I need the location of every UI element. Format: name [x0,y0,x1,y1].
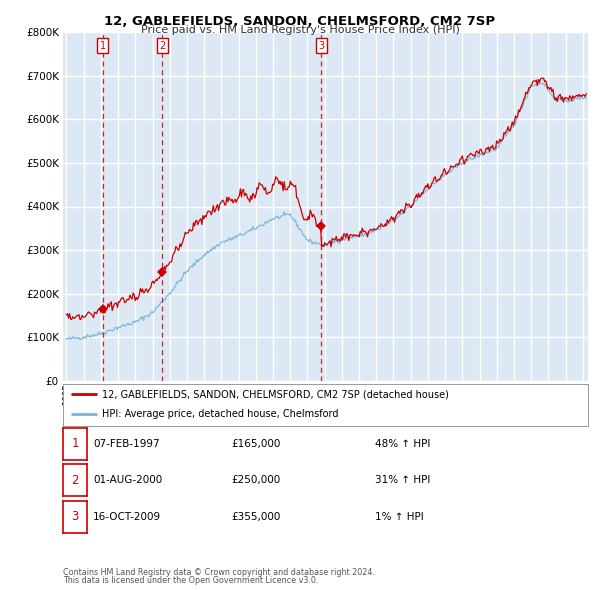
Text: 01-AUG-2000: 01-AUG-2000 [93,476,162,485]
Text: 3: 3 [71,510,79,523]
Text: 31% ↑ HPI: 31% ↑ HPI [375,476,430,485]
Text: £165,000: £165,000 [231,439,280,448]
Text: £355,000: £355,000 [231,512,280,522]
Text: 48% ↑ HPI: 48% ↑ HPI [375,439,430,448]
Text: 12, GABLEFIELDS, SANDON, CHELMSFORD, CM2 7SP: 12, GABLEFIELDS, SANDON, CHELMSFORD, CM2… [104,15,496,28]
Text: Price paid vs. HM Land Registry's House Price Index (HPI): Price paid vs. HM Land Registry's House … [140,25,460,35]
Text: 2: 2 [71,474,79,487]
Text: 12, GABLEFIELDS, SANDON, CHELMSFORD, CM2 7SP (detached house): 12, GABLEFIELDS, SANDON, CHELMSFORD, CM2… [103,389,449,399]
Text: 07-FEB-1997: 07-FEB-1997 [93,439,160,448]
Text: 1: 1 [100,41,106,51]
Text: Contains HM Land Registry data © Crown copyright and database right 2024.: Contains HM Land Registry data © Crown c… [63,568,375,577]
Text: 16-OCT-2009: 16-OCT-2009 [93,512,161,522]
Text: £250,000: £250,000 [231,476,280,485]
Text: 3: 3 [318,41,324,51]
Text: 1% ↑ HPI: 1% ↑ HPI [375,512,424,522]
Text: This data is licensed under the Open Government Licence v3.0.: This data is licensed under the Open Gov… [63,576,319,585]
Text: HPI: Average price, detached house, Chelmsford: HPI: Average price, detached house, Chel… [103,409,339,419]
Text: 2: 2 [160,41,166,51]
Text: 1: 1 [71,437,79,450]
